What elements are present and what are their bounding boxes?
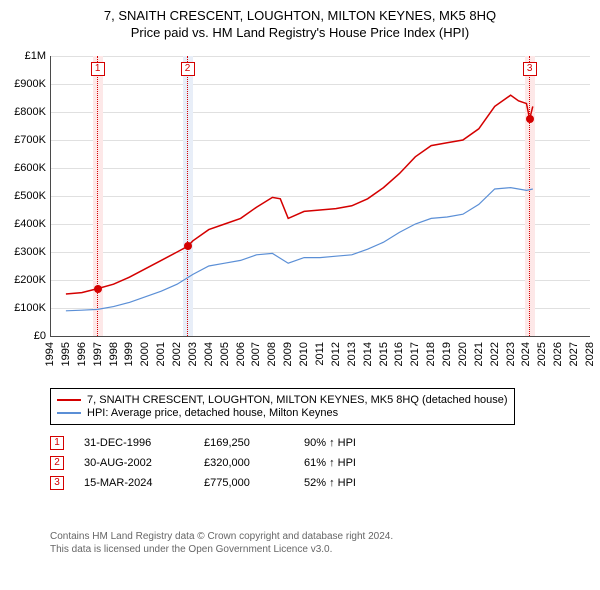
event-date: 31-DEC-1996 xyxy=(84,437,184,449)
x-axis-label: 1994 xyxy=(44,342,56,366)
legend: 7, SNAITH CRESCENT, LOUGHTON, MILTON KEY… xyxy=(50,388,515,425)
event-price: £320,000 xyxy=(204,457,284,469)
event-pct: 52% ↑ HPI xyxy=(304,477,384,489)
data-point-dot xyxy=(94,285,102,293)
event-date: 30-AUG-2002 xyxy=(84,457,184,469)
x-axis-label: 2020 xyxy=(457,342,469,366)
chart-container: 7, SNAITH CRESCENT, LOUGHTON, MILTON KEY… xyxy=(0,0,600,590)
y-axis-label: £500K xyxy=(2,190,46,202)
chart-svg xyxy=(50,56,590,336)
footer-line2: This data is licensed under the Open Gov… xyxy=(50,543,393,556)
x-axis-label: 2021 xyxy=(473,342,485,366)
x-axis-label: 2012 xyxy=(330,342,342,366)
y-axis-label: £100K xyxy=(2,302,46,314)
event-row: 2 30-AUG-2002 £320,000 61% ↑ HPI xyxy=(50,456,384,470)
x-axis xyxy=(50,336,590,337)
x-axis-label: 2006 xyxy=(235,342,247,366)
x-axis-label: 2007 xyxy=(250,342,262,366)
x-axis-label: 2005 xyxy=(219,342,231,366)
legend-item: 7, SNAITH CRESCENT, LOUGHTON, MILTON KEY… xyxy=(57,394,508,406)
event-pct: 61% ↑ HPI xyxy=(304,457,384,469)
x-axis-label: 2024 xyxy=(520,342,532,366)
x-axis-label: 1996 xyxy=(76,342,88,366)
data-point-dot xyxy=(526,115,534,123)
legend-item: HPI: Average price, detached house, Milt… xyxy=(57,407,508,419)
event-marker-number: 1 xyxy=(91,62,105,76)
x-axis-label: 2000 xyxy=(139,342,151,366)
x-axis-label: 2022 xyxy=(489,342,501,366)
x-axis-label: 2016 xyxy=(393,342,405,366)
event-number-box: 2 xyxy=(50,456,64,470)
footer-line1: Contains HM Land Registry data © Crown c… xyxy=(50,530,393,543)
x-axis-label: 2027 xyxy=(568,342,580,366)
x-axis-label: 2011 xyxy=(314,342,326,366)
plot-area: £0£100K£200K£300K£400K£500K£600K£700K£80… xyxy=(50,56,590,336)
event-pct: 90% ↑ HPI xyxy=(304,437,384,449)
chart-titles: 7, SNAITH CRESCENT, LOUGHTON, MILTON KEY… xyxy=(0,0,600,40)
x-axis-label: 2008 xyxy=(266,342,278,366)
x-axis-label: 2001 xyxy=(155,342,167,366)
x-axis-label: 1997 xyxy=(92,342,104,366)
chart-title: 7, SNAITH CRESCENT, LOUGHTON, MILTON KEY… xyxy=(0,8,600,23)
event-price: £775,000 xyxy=(204,477,284,489)
y-axis-label: £200K xyxy=(2,274,46,286)
x-axis-label: 2003 xyxy=(187,342,199,366)
events-table: 1 31-DEC-1996 £169,250 90% ↑ HPI 2 30-AUG-200… xyxy=(50,436,384,496)
x-axis-label: 2026 xyxy=(552,342,564,366)
y-axis-label: £900K xyxy=(2,78,46,90)
x-axis-label: 1995 xyxy=(60,342,72,366)
event-price: £169,250 xyxy=(204,437,284,449)
y-axis-label: £1M xyxy=(2,50,46,62)
legend-label: 7, SNAITH CRESCENT, LOUGHTON, MILTON KEY… xyxy=(87,394,508,406)
x-axis-label: 2009 xyxy=(282,342,294,366)
event-date: 15-MAR-2024 xyxy=(84,477,184,489)
legend-color-swatch xyxy=(57,412,81,414)
event-row: 1 31-DEC-1996 £169,250 90% ↑ HPI xyxy=(50,436,384,450)
x-axis-label: 2014 xyxy=(362,342,374,366)
x-axis-label: 2025 xyxy=(536,342,548,366)
x-axis-label: 2023 xyxy=(505,342,517,366)
y-axis-label: £600K xyxy=(2,162,46,174)
x-axis-label: 2013 xyxy=(346,342,358,366)
event-marker-number: 2 xyxy=(181,62,195,76)
x-axis-label: 2010 xyxy=(298,342,310,366)
y-axis-label: £400K xyxy=(2,218,46,230)
event-number-box: 3 xyxy=(50,476,64,490)
event-marker-number: 3 xyxy=(523,62,537,76)
y-axis-label: £800K xyxy=(2,106,46,118)
x-axis-label: 2017 xyxy=(409,342,421,366)
event-row: 3 15-MAR-2024 £775,000 52% ↑ HPI xyxy=(50,476,384,490)
legend-color-swatch xyxy=(57,399,81,401)
x-axis-label: 1998 xyxy=(108,342,120,366)
data-point-dot xyxy=(184,242,192,250)
x-axis-label: 2018 xyxy=(425,342,437,366)
x-axis-label: 2015 xyxy=(378,342,390,366)
x-axis-label: 2028 xyxy=(584,342,596,366)
series-line xyxy=(66,188,533,311)
chart-subtitle: Price paid vs. HM Land Registry's House … xyxy=(0,25,600,40)
y-axis-label: £0 xyxy=(2,330,46,342)
footer-attribution: Contains HM Land Registry data © Crown c… xyxy=(50,530,393,556)
legend-label: HPI: Average price, detached house, Milt… xyxy=(87,407,338,419)
x-axis-label: 1999 xyxy=(123,342,135,366)
x-axis-label: 2019 xyxy=(441,342,453,366)
x-axis-label: 2002 xyxy=(171,342,183,366)
y-axis-label: £700K xyxy=(2,134,46,146)
x-axis-label: 2004 xyxy=(203,342,215,366)
series-line xyxy=(66,95,533,294)
event-number-box: 1 xyxy=(50,436,64,450)
y-axis-label: £300K xyxy=(2,246,46,258)
